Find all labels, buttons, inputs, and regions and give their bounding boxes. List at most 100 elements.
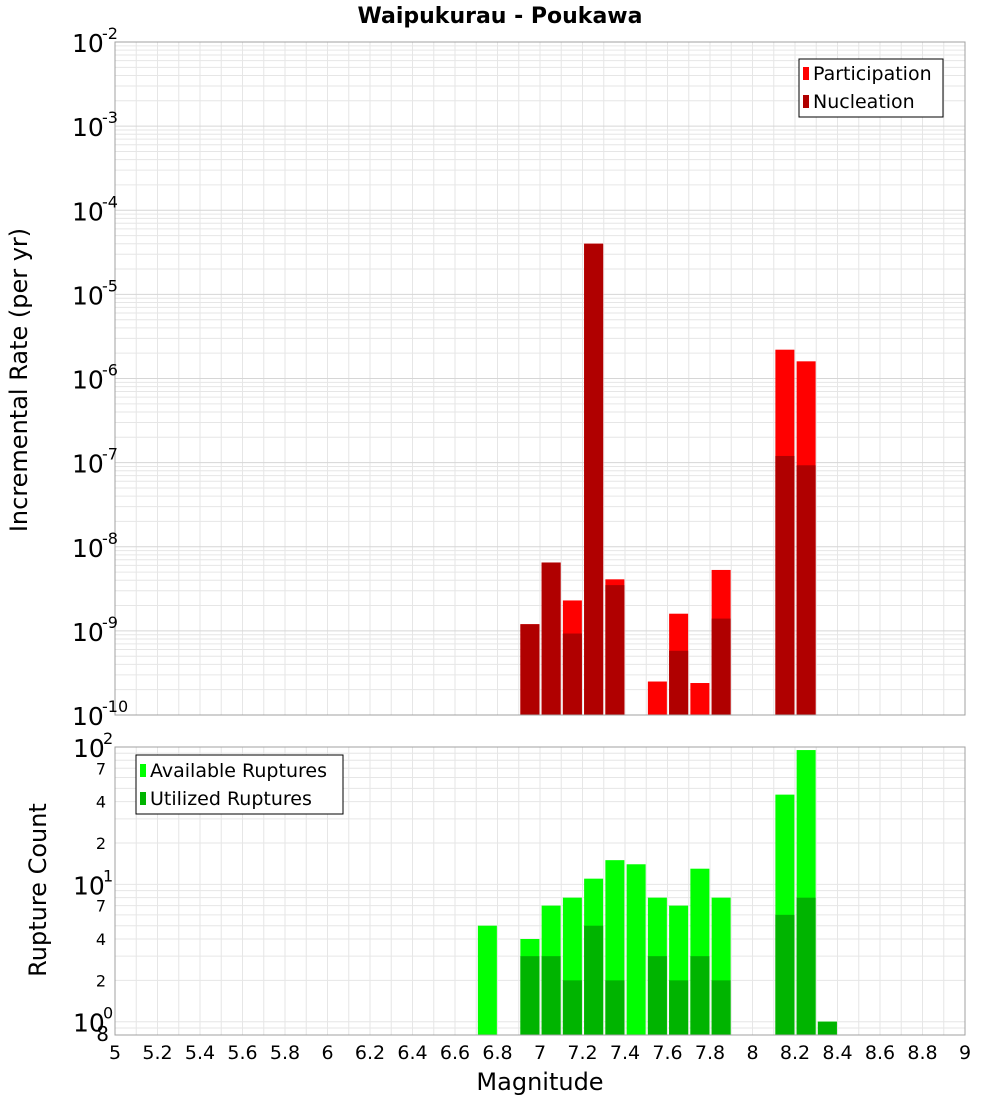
available-ruptures-bar bbox=[477, 925, 497, 1035]
rate-y-tick-base: 10 bbox=[72, 618, 104, 647]
nucleation-bar bbox=[775, 455, 795, 715]
nucleation-bar bbox=[669, 650, 689, 715]
participation-bar bbox=[690, 683, 710, 715]
count-y-tick-minor: 8 bbox=[96, 1022, 109, 1046]
utilized-ruptures-bar bbox=[584, 925, 604, 1035]
x-tick-label: 7.6 bbox=[652, 1042, 682, 1064]
chart-title: Waipukurau - Poukawa bbox=[358, 4, 643, 29]
rate-y-tick-base: 10 bbox=[72, 29, 104, 58]
count-y-tick-label: 7 bbox=[96, 897, 106, 916]
rate-y-tick-exponent: -9 bbox=[102, 613, 118, 632]
nucleation-legend-label: Nucleation bbox=[813, 91, 915, 113]
count-y-tick-minor: 4 bbox=[96, 793, 106, 812]
count-y-tick-label: 4 bbox=[96, 793, 106, 812]
rate-y-tick-base: 10 bbox=[72, 366, 104, 395]
count-y-tick-minor: 7 bbox=[96, 759, 106, 778]
count-legend-box bbox=[135, 754, 344, 815]
utilized-legend-label: Utilized Ruptures bbox=[150, 788, 312, 810]
x-tick-label: 8.4 bbox=[822, 1042, 852, 1064]
available-legend-swatch bbox=[140, 764, 146, 777]
nucleation-bar bbox=[711, 618, 731, 715]
count-y-tick-minor: 2 bbox=[96, 834, 106, 853]
x-tick-label: 8.8 bbox=[907, 1042, 937, 1064]
rate-y-tick-label: 10-6 bbox=[72, 361, 118, 395]
x-tick-label: 7.4 bbox=[610, 1042, 640, 1064]
rate-legend-box bbox=[798, 58, 944, 118]
nucleation-bar bbox=[584, 243, 604, 716]
x-tick-label: 9 bbox=[959, 1042, 971, 1064]
rate-panel: 10-210-310-410-510-610-710-810-910-10 In… bbox=[5, 24, 966, 731]
count-y-tick-minor: 2 bbox=[96, 971, 106, 990]
rate-y-tick-label: 10-2 bbox=[72, 24, 118, 58]
utilized-ruptures-bar bbox=[520, 956, 540, 1035]
utilized-ruptures-bar bbox=[605, 980, 625, 1035]
count-gridlines bbox=[114, 746, 966, 1036]
count-y-tick-label: 100 bbox=[73, 1004, 113, 1038]
available-legend-label: Available Ruptures bbox=[150, 760, 327, 782]
count-y-tick-base: 10 bbox=[73, 734, 105, 763]
x-tick-label: 7 bbox=[534, 1042, 546, 1064]
count-y-tick-label: 2 bbox=[96, 834, 106, 853]
rate-y-tick-label: 10-4 bbox=[72, 192, 118, 226]
rate-gridlines bbox=[114, 42, 966, 716]
count-plot-border bbox=[114, 746, 966, 1036]
rate-y-axis-label: Incremental Rate (per yr) bbox=[5, 228, 33, 532]
count-y-tick-label: 2 bbox=[96, 971, 106, 990]
count-y-axis-label: Rupture Count bbox=[24, 803, 52, 977]
count-legend: Available Ruptures Utilized Ruptures bbox=[135, 754, 344, 815]
rate-y-tick-label: 10-3 bbox=[72, 108, 118, 142]
x-tick-label: 8.2 bbox=[780, 1042, 810, 1064]
rate-plot-border bbox=[114, 41, 966, 716]
rate-y-tick-base: 10 bbox=[72, 281, 104, 310]
participation-legend-label: Participation bbox=[813, 63, 932, 85]
nucleation-legend-swatch bbox=[803, 95, 809, 108]
rate-y-tick-label: 10-5 bbox=[72, 276, 118, 310]
rate-y-tick-exponent: -6 bbox=[102, 361, 118, 380]
rate-y-tick-exponent: -3 bbox=[102, 108, 118, 127]
x-tick-label: 5.2 bbox=[142, 1042, 172, 1064]
rate-y-tick-label: 10-7 bbox=[72, 445, 118, 479]
rate-y-ticks: 10-210-310-410-510-610-710-810-910-10 bbox=[72, 24, 128, 731]
utilized-ruptures-bar bbox=[711, 980, 731, 1035]
participation-legend-swatch bbox=[803, 67, 809, 80]
x-tick-label: 7.8 bbox=[695, 1042, 725, 1064]
nucleation-bar bbox=[605, 585, 625, 715]
x-axis-ticks: 5 5.2 5.4 5.6 5.8 6 6.2 6.4 6.6 6.8 7 7.2 7.4 7.6 7.8 8… bbox=[109, 1042, 971, 1064]
x-tick-label: 8.6 bbox=[865, 1042, 895, 1064]
nucleation-bar bbox=[541, 562, 561, 715]
rate-y-tick-exponent: -4 bbox=[102, 192, 118, 211]
rate-y-tick-exponent: -10 bbox=[102, 697, 128, 716]
rate-y-tick-exponent: -7 bbox=[102, 445, 118, 464]
count-y-tick-label: 7 bbox=[96, 759, 106, 778]
x-tick-label: 5 bbox=[109, 1042, 121, 1064]
count-y-tick-minor: 7 bbox=[96, 897, 106, 916]
rate-y-tick-base: 10 bbox=[72, 702, 104, 731]
x-tick-label: 5.6 bbox=[227, 1042, 257, 1064]
utilized-ruptures-bar bbox=[796, 897, 816, 1035]
rate-bars bbox=[520, 243, 816, 716]
utilized-ruptures-bar bbox=[562, 980, 582, 1035]
count-y-tick-label: 102 bbox=[73, 729, 113, 763]
count-y-tick-exponent: 0 bbox=[103, 1004, 113, 1023]
rate-legend: Participation Nucleation bbox=[798, 58, 944, 118]
count-y-tick-label: 8 bbox=[96, 1022, 109, 1046]
rate-y-tick-label: 10-10 bbox=[72, 697, 128, 731]
count-y-tick-exponent: 2 bbox=[103, 729, 113, 748]
utilized-ruptures-bar bbox=[690, 956, 710, 1035]
x-tick-label: 8 bbox=[746, 1042, 758, 1064]
count-y-tick-exponent: 1 bbox=[103, 866, 113, 885]
rate-y-tick-exponent: -5 bbox=[102, 276, 118, 295]
x-tick-label: 6.2 bbox=[355, 1042, 385, 1064]
nucleation-bar bbox=[520, 624, 540, 715]
x-tick-label: 6.6 bbox=[440, 1042, 470, 1064]
nucleation-bar bbox=[796, 465, 816, 715]
x-tick-label: 6 bbox=[321, 1042, 333, 1064]
rate-y-tick-exponent: -2 bbox=[102, 24, 118, 43]
count-y-tick-label: 101 bbox=[73, 866, 113, 900]
utilized-legend-swatch bbox=[140, 792, 146, 805]
available-ruptures-bar bbox=[626, 864, 646, 1035]
